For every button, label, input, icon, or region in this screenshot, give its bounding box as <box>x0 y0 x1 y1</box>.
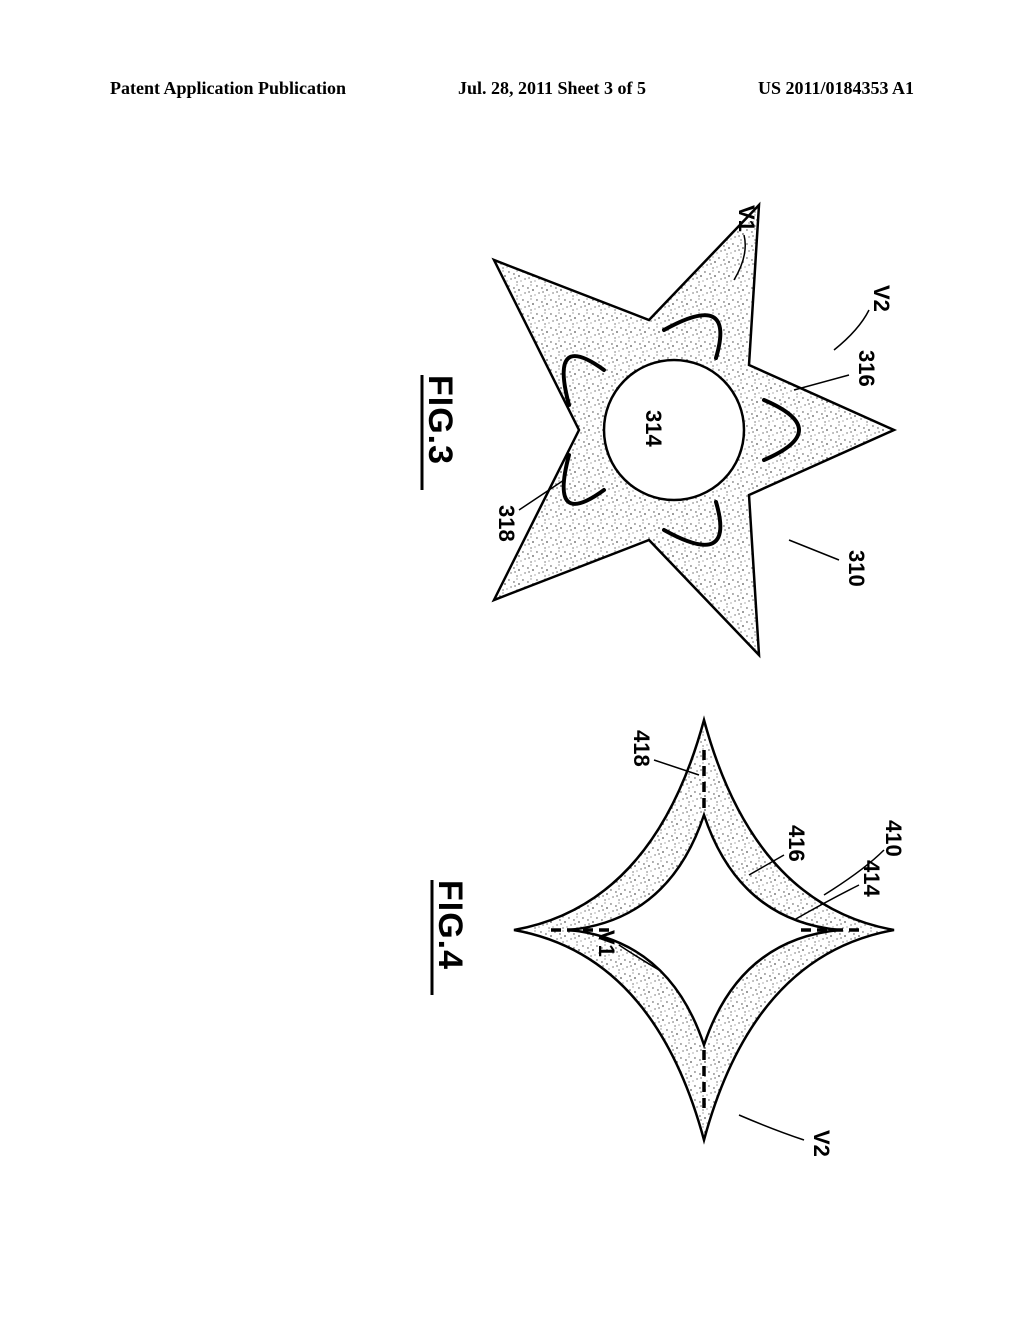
fig3-ref-V2: V2 <box>869 285 894 312</box>
header-center: Jul. 28, 2011 Sheet 3 of 5 <box>458 78 646 99</box>
fig3-ref-V1: V1 <box>734 205 759 232</box>
fig3-ref-318: 318 <box>494 505 519 542</box>
fig4-ref-V1: V1 <box>594 930 619 957</box>
fig3-ref-310: 310 <box>844 550 869 587</box>
figures-container: 310 316 314 318 V1 V2 FIG.3 <box>80 140 944 1240</box>
fig3-star-body <box>494 205 894 655</box>
fig4-ref-410: 410 <box>881 820 906 857</box>
patent-page: Patent Application Publication Jul. 28, … <box>0 0 1024 1320</box>
header-left: Patent Application Publication <box>110 78 346 99</box>
fig4-ref-418: 418 <box>629 730 654 767</box>
fig4-ref-416: 416 <box>784 825 809 862</box>
fig4-group: 410 414 416 418 V1 V2 FIG.4 <box>431 720 906 1157</box>
fig3-ref-316: 316 <box>854 350 879 387</box>
page-header: Patent Application Publication Jul. 28, … <box>110 78 914 99</box>
fig3-leader-310 <box>789 540 839 560</box>
fig4-leader-V2 <box>739 1115 804 1140</box>
fig3-group: 310 316 314 318 V1 V2 FIG.3 <box>421 205 894 655</box>
header-right: US 2011/0184353 A1 <box>758 78 914 99</box>
fig4-ref-414: 414 <box>859 860 884 897</box>
fig4-label: FIG.4 <box>431 880 469 970</box>
fig3-leader-316 <box>794 375 849 390</box>
fig4-ref-V2: V2 <box>809 1130 834 1157</box>
figures-svg: 310 316 314 318 V1 V2 FIG.3 <box>80 140 944 1240</box>
fig3-label: FIG.3 <box>421 375 459 465</box>
fig3-leader-V2 <box>834 310 869 350</box>
fig3-ref-314: 314 <box>641 410 666 447</box>
